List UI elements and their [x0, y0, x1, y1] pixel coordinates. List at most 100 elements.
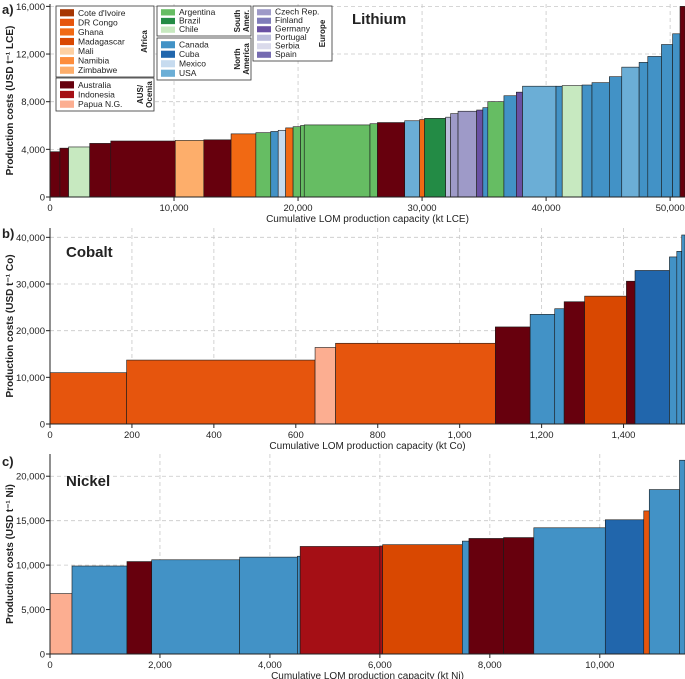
bar-canada: [270, 131, 279, 198]
legend-item-label: Australia: [78, 80, 111, 90]
bar-indonesia: [379, 545, 383, 655]
legend-swatch: [161, 60, 175, 68]
bar-argentina: [303, 124, 371, 198]
legend-swatch: [257, 17, 271, 24]
y-tick-label: 10,000: [16, 561, 45, 572]
x-tick-label: 6,000: [368, 660, 392, 671]
legend-region-label: Europe: [318, 19, 327, 47]
bar-canada: [609, 76, 623, 198]
bar-australia: [679, 6, 685, 198]
x-tick-label: 10,000: [159, 203, 188, 214]
legend-swatch: [60, 18, 74, 26]
bar-mexico: [277, 129, 286, 198]
bar-canada: [581, 84, 593, 198]
bar-ghana: [285, 127, 294, 198]
bar-canada: [151, 559, 240, 655]
bar-usa: [404, 120, 420, 198]
y-tick-label: 0: [40, 193, 45, 204]
bar-canada: [672, 33, 681, 198]
bar-australia: [626, 280, 636, 425]
y-tick-label: 12,000: [16, 50, 45, 61]
legend-swatch: [60, 81, 74, 89]
panel-nickel: 0 2,000 4,000 6,000 8,000 10,000 0 5,000 10,000 1…: [2, 454, 685, 679]
legend-region-label: Africa: [140, 30, 149, 53]
x-tick-label: 200: [124, 430, 140, 441]
legend-swatch: [161, 17, 175, 25]
bar-canada: [297, 555, 301, 655]
bar-canada: [529, 314, 556, 425]
bar-canada: [555, 85, 563, 198]
legend-swatch: [60, 57, 74, 65]
bar-canada: [648, 489, 680, 655]
bar-canada: [71, 565, 128, 655]
bar-chile: [561, 85, 583, 198]
legend-region-label: NorthAmerica: [233, 43, 251, 75]
legend-swatch: [60, 66, 74, 74]
bar-canada: [462, 540, 470, 655]
legend-item-label: Namibia: [78, 56, 109, 66]
bar-canada: [647, 56, 662, 198]
bar-australia: [126, 561, 153, 655]
bar-argentina: [487, 101, 505, 198]
legend-swatch: [60, 37, 74, 46]
x-tick-label: 1,000: [448, 430, 472, 441]
bar-chile: [68, 146, 90, 198]
y-tick-label: 16,000: [16, 2, 45, 13]
bar-australia: [49, 151, 61, 198]
y-tick-label: 10,000: [16, 373, 45, 384]
bar-canada: [638, 62, 649, 198]
bar-canada: [482, 107, 489, 198]
bar-dr-congo: [126, 359, 316, 425]
bar-ghana: [230, 133, 257, 198]
x-tick-label: 1,200: [530, 430, 554, 441]
x-tick-label: 10,000: [585, 660, 614, 671]
y-tick-label: 5,000: [21, 605, 45, 616]
x-tick-label: 20,000: [284, 203, 313, 214]
bar-canada: [679, 459, 685, 655]
panel-title: Cobalt: [66, 244, 113, 261]
bar-dr-congo: [49, 372, 127, 425]
legend-item-label: Portugal: [275, 32, 307, 42]
legend-swatch: [161, 26, 175, 33]
x-tick-label: 30,000: [408, 203, 437, 214]
legend-item-label: Serbia: [275, 41, 300, 51]
bar-germany: [516, 91, 523, 198]
y-tick-label: 0: [40, 650, 45, 661]
panel-label: c): [2, 454, 14, 469]
bar-australia: [110, 140, 176, 198]
bar-australia: [503, 537, 535, 655]
legend-item-label: Germany: [275, 24, 311, 34]
legend-item-label: Zimbabwe: [78, 65, 117, 75]
legend-item-label: Ghana: [78, 27, 104, 37]
legend-swatch: [60, 28, 74, 36]
bar-australia: [495, 326, 531, 425]
bar-ghana: [419, 119, 425, 198]
x-tick-label: 1,400: [612, 430, 636, 441]
y-tick-label: 20,000: [16, 472, 45, 483]
x-tick-label: 50,000: [656, 203, 685, 214]
y-axis-label: Production costs (USD t⁻¹ Ni): [5, 484, 16, 624]
x-axis-label: Cumulative LOM production capacity (kt L…: [266, 214, 469, 225]
legend-swatch: [161, 50, 175, 58]
y-axis-label: Production costs (USD t⁻¹ Co): [5, 254, 16, 397]
bar-canada: [669, 256, 678, 425]
x-tick-label: 800: [370, 430, 386, 441]
legend-swatch: [161, 69, 175, 77]
bar-australia: [563, 301, 585, 425]
legend-swatch: [257, 51, 271, 58]
bar-dr-congo: [335, 342, 496, 425]
bar-germany: [476, 109, 484, 198]
bar-madagascar: [584, 295, 627, 425]
legend-group-4: Czech Rep.FinlandGermanyPortugalSerbiaSp…: [252, 5, 333, 62]
legend-swatch: [257, 26, 271, 33]
x-tick-label: 0: [47, 430, 52, 441]
bar-argentina: [292, 126, 301, 198]
x-tick-label: 8,000: [478, 660, 502, 671]
x-tick-label: 400: [206, 430, 222, 441]
bar-dr-congo: [643, 510, 650, 655]
legend-swatch: [60, 90, 74, 99]
